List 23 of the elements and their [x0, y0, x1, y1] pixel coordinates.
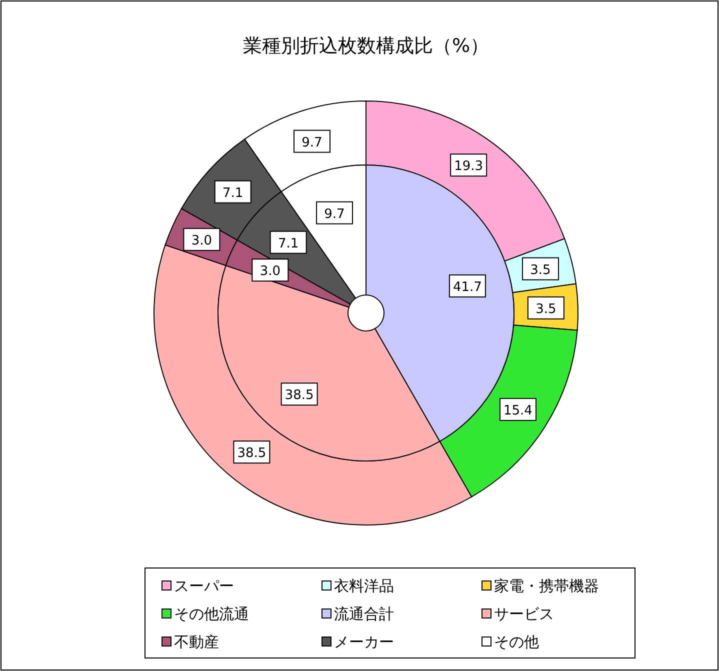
data-label: 3.0	[260, 264, 281, 280]
legend-label: 家電・携帯機器	[494, 577, 599, 595]
legend-label: その他流通	[174, 605, 249, 623]
data-label: 38.5	[284, 388, 314, 404]
data-label: 9.7	[324, 206, 345, 222]
data-label: 15.4	[504, 403, 532, 418]
legend-label: スーパー	[174, 577, 234, 595]
chart-title: 業種別折込枚数構成比（%）	[242, 35, 490, 57]
legend-label: メーカー	[334, 633, 394, 651]
data-label: 3.0	[191, 233, 212, 248]
legend-label: 不動産	[174, 633, 219, 651]
data-label: 19.3	[454, 159, 484, 174]
data-label: 7.1	[278, 236, 299, 252]
data-label: 38.5	[237, 446, 266, 462]
data-label: 3.5	[536, 302, 556, 317]
legend-label: その他	[494, 633, 539, 651]
data-label: 7.1	[222, 186, 244, 201]
legend-label: 流通合計	[334, 605, 394, 623]
legend-label: 衣料洋品	[334, 577, 394, 595]
legend-label: サービス	[494, 605, 554, 623]
data-label: 41.7	[452, 280, 482, 295]
data-label: 9.7	[302, 135, 322, 150]
data-label: 3.5	[530, 262, 551, 278]
